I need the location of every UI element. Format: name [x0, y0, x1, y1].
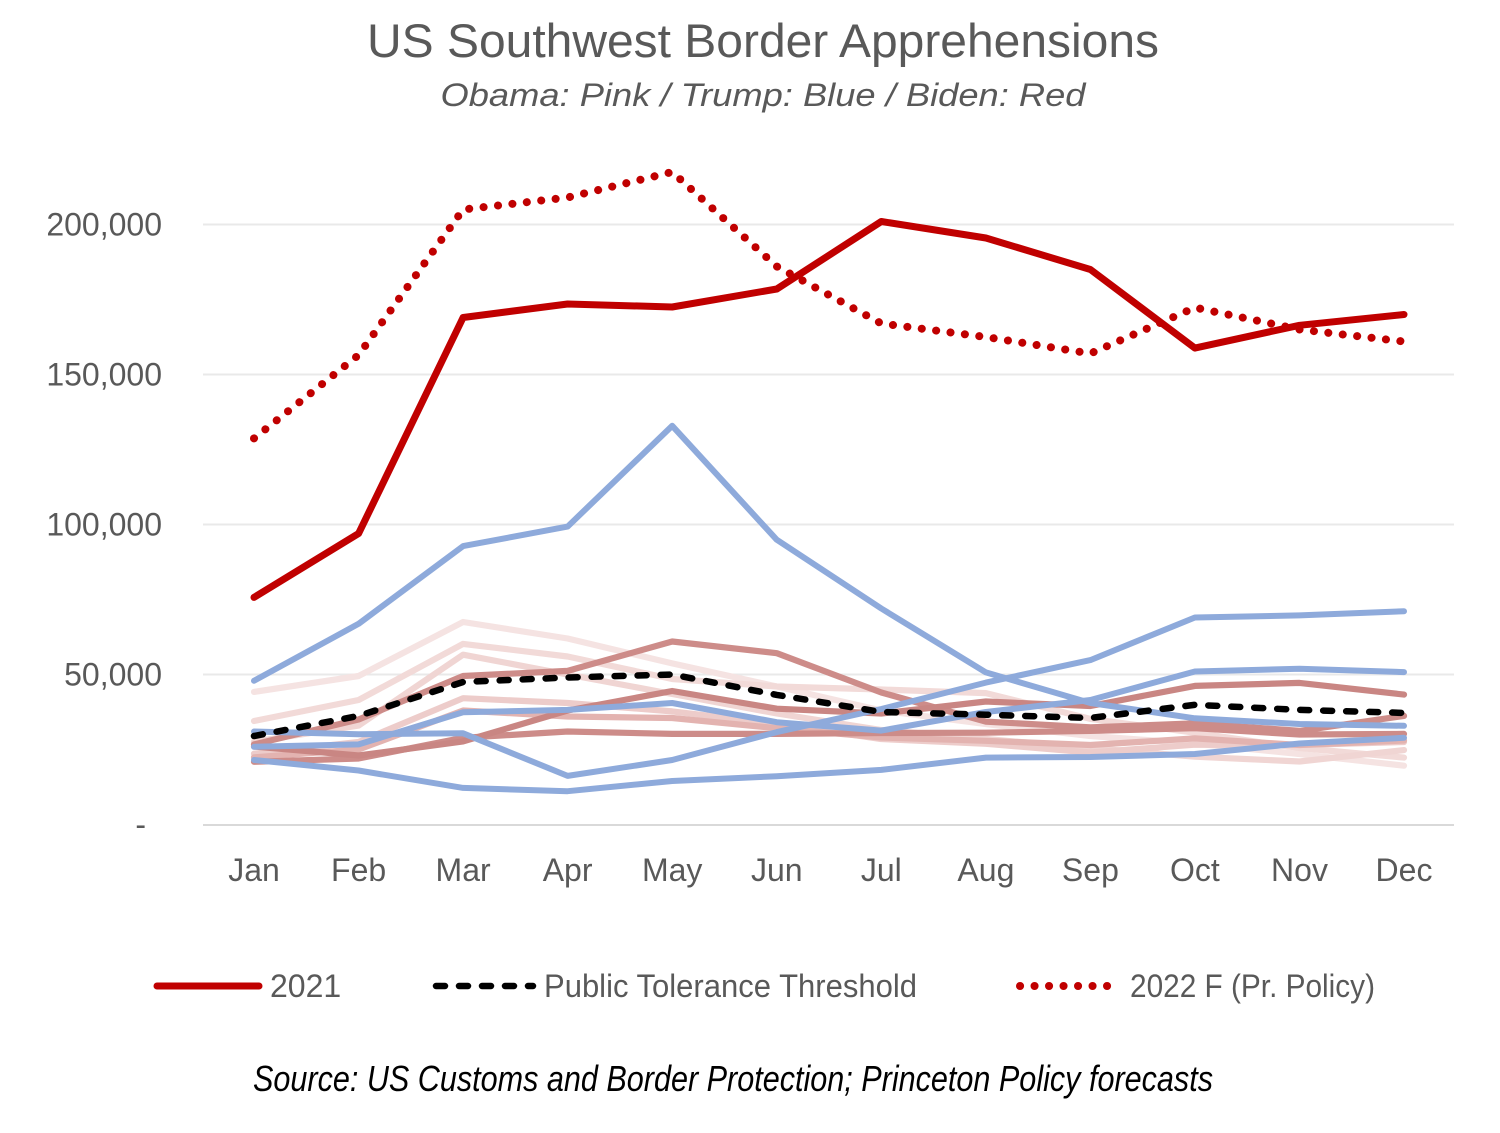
svg-text:Jan: Jan [228, 852, 280, 888]
svg-text:Mar: Mar [436, 852, 491, 888]
svg-text:May: May [642, 852, 702, 888]
svg-text:Source: US Customs and Border: Source: US Customs and Border Protection… [253, 1058, 1213, 1099]
svg-text:Nov: Nov [1271, 852, 1328, 888]
svg-text:200,000: 200,000 [46, 207, 162, 243]
svg-text:Apr: Apr [543, 852, 593, 888]
svg-text:Public Tolerance Threshold: Public Tolerance Threshold [544, 968, 917, 1004]
svg-text:2021: 2021 [270, 968, 341, 1004]
svg-text:100,000: 100,000 [46, 507, 162, 543]
svg-text:US Southwest Border Apprehensi: US Southwest Border Apprehensions [367, 15, 1159, 68]
svg-text:Oct: Oct [1170, 852, 1220, 888]
svg-text:Dec: Dec [1376, 852, 1433, 888]
svg-text:Jun: Jun [751, 852, 803, 888]
svg-text:150,000: 150,000 [46, 357, 162, 393]
svg-text:Obama: Pink / Trump: Blue / Bi: Obama: Pink / Trump: Blue / Biden: Red [441, 77, 1087, 113]
svg-text:Sep: Sep [1062, 852, 1119, 888]
svg-text:50,000: 50,000 [64, 657, 162, 693]
svg-text:2022 F (Pr. Policy): 2022 F (Pr. Policy) [1130, 968, 1375, 1004]
svg-text:-: - [135, 807, 146, 843]
svg-text:Feb: Feb [331, 852, 386, 888]
svg-text:Aug: Aug [957, 852, 1014, 888]
svg-text:Jul: Jul [861, 852, 902, 888]
